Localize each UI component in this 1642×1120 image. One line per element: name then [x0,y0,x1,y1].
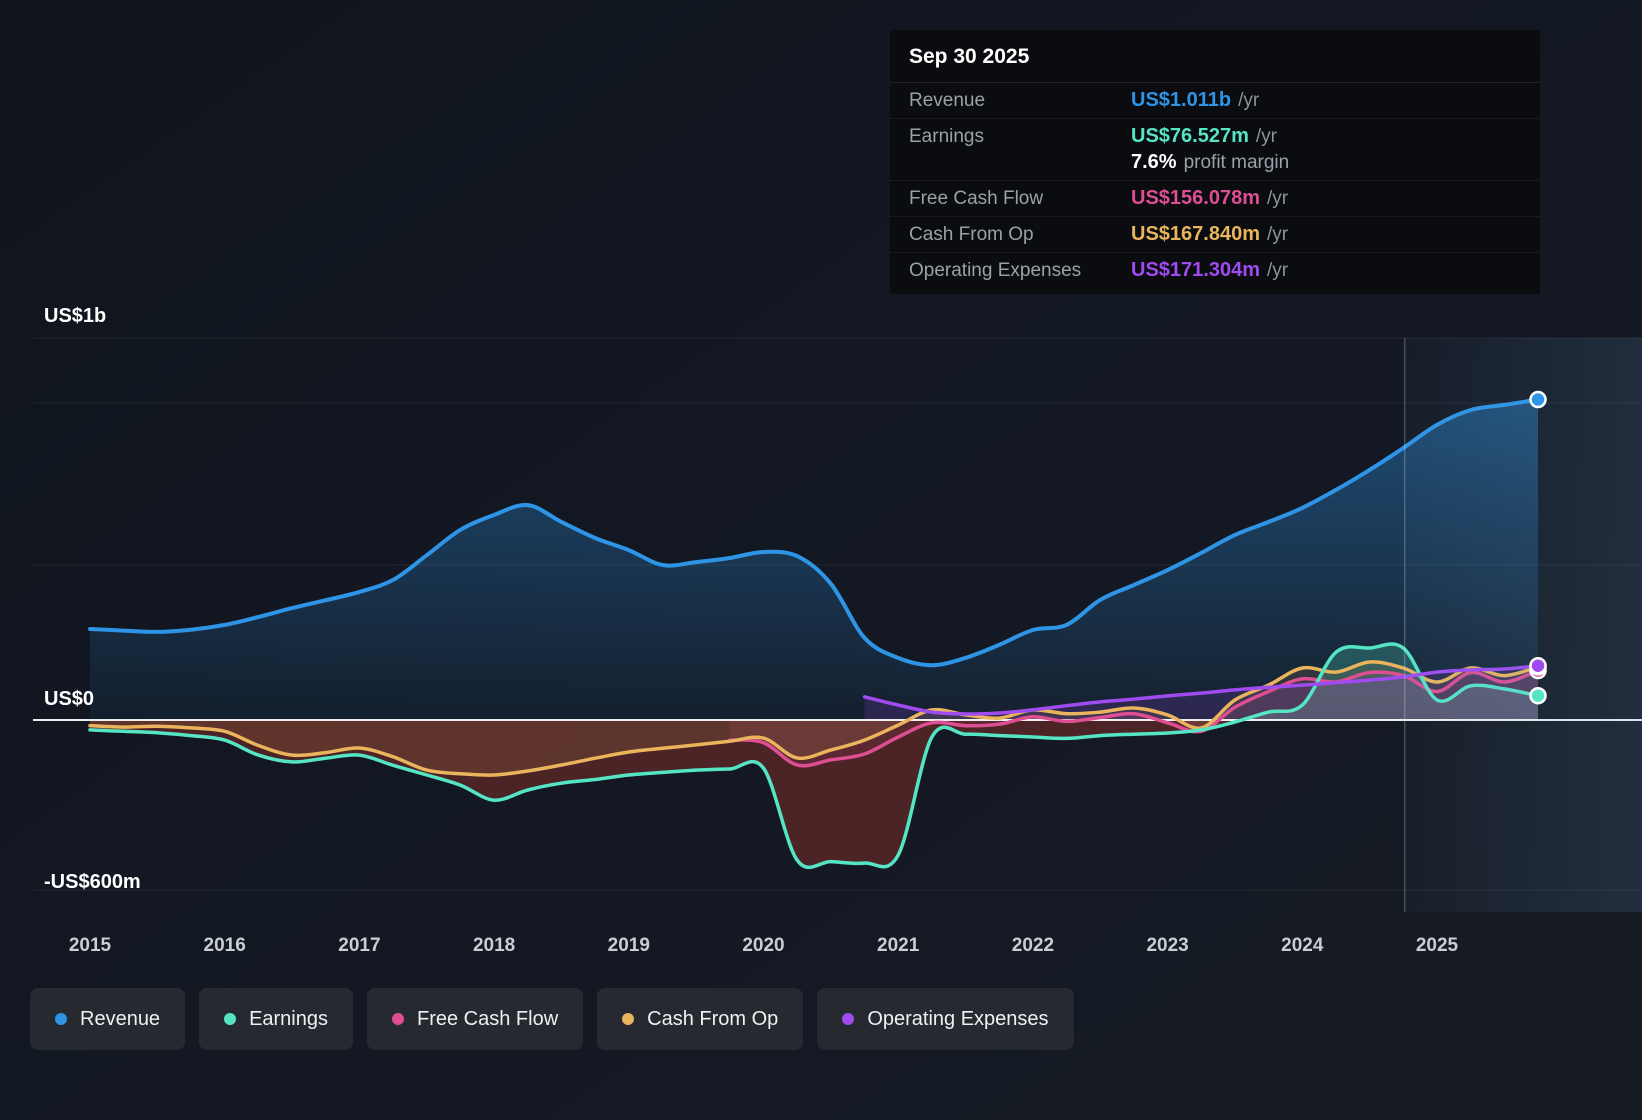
x-tick-label: 2022 [1012,935,1054,956]
tooltip-label-free-cash-flow: Free Cash Flow [909,188,1044,209]
x-tick-label: 2018 [473,935,515,956]
free-cash-flow-color-dot [392,1013,404,1025]
tooltip-label-cash-from-op: Cash From Op [909,224,1034,245]
tooltip-value-revenue: US$1.011b/yr [1131,89,1260,111]
legend: Revenue Earnings Free Cash Flow Cash Fro… [30,988,1074,1050]
x-tick-label: 2025 [1416,935,1459,956]
area-free-cash-flow [729,670,1538,766]
x-tick-label: 2016 [204,935,246,956]
highlight-band [1404,338,1642,912]
revenue-color-dot [55,1013,67,1025]
x-axis: 2015 2016 2017 2018 2019 2020 2021 2022 2023 2024… [69,935,1459,956]
tooltip-profit-margin: 7.6% profit margin [1131,151,1290,173]
y-axis-label-zero: US$0 [44,688,95,710]
tooltip-row-cash-from-op: Cash From Op US$167.840m/yr [890,217,1540,253]
tooltip-row-free-cash-flow: Free Cash Flow US$156.078m/yr [890,181,1540,217]
area-cash-from-op [90,661,1538,776]
end-marker-revenue [1529,390,1547,409]
gridlines [33,337,1642,891]
earnings-color-dot [224,1013,237,1025]
line-cash-from-op [88,660,1540,777]
cash-from-op-color-dot [622,1013,635,1025]
tooltip-panel: Sep 30 2025 Revenue US$1.011b/yr Earning… [890,30,1540,294]
legend-label-free-cash-flow: Free Cash Flow [417,1007,559,1030]
y-axis-label-1b: US$1b [44,305,107,327]
legend-label-operating-expenses: Operating Expenses [867,1007,1049,1030]
legend-item-free-cash-flow[interactable]: Free Cash Flow [367,988,584,1050]
tooltip-label-earnings: Earnings [909,126,984,147]
tooltip-label-operating-expenses: Operating Expenses [909,260,1082,281]
tooltip-value-cash-from-op: US$167.840m/yr [1131,223,1289,245]
y-axis-label-neg600m: -US$600m [44,871,141,893]
operating-expenses-color-dot [842,1013,855,1025]
area-operating-expenses [864,665,1538,720]
x-tick-label: 2023 [1146,935,1188,956]
legend-label-earnings: Earnings [249,1007,328,1030]
tooltip-row-operating-expenses: Operating Expenses US$171.304m/yr [890,253,1540,294]
legend-item-earnings[interactable]: Earnings [199,988,353,1050]
legend-item-cash-from-op[interactable]: Cash From Op [597,988,804,1050]
tooltip-value-operating-expenses: US$171.304m/yr [1131,259,1289,281]
line-revenue [88,397,1540,668]
tooltip-value-earnings: US$76.527m/yr [1131,125,1277,147]
area-earnings [90,644,1538,868]
legend-item-revenue[interactable]: Revenue [30,988,186,1050]
area-revenue [90,399,1538,720]
line-earnings [88,642,1540,870]
tooltip-date: Sep 30 2025 [890,30,1540,83]
tooltip-row-revenue: Revenue US$1.011b/yr [890,83,1540,119]
tooltip-row-earnings: Earnings US$76.527m/yr 7.6% profit margin [890,119,1540,181]
x-tick-label: 2017 [338,935,380,956]
x-tick-label: 2021 [877,935,920,956]
legend-item-operating-expenses[interactable]: Operating Expenses [817,988,1074,1050]
x-tick-label: 2015 [69,935,112,956]
end-marker-operating-expenses [1529,656,1547,675]
legend-label-cash-from-op: Cash From Op [647,1007,779,1030]
end-marker-earnings [1529,686,1547,705]
x-tick-label: 2020 [742,935,784,956]
legend-label-revenue: Revenue [80,1007,161,1030]
x-tick-label: 2024 [1281,935,1324,956]
x-tick-label: 2019 [608,935,650,956]
tooltip-value-free-cash-flow: US$156.078m/yr [1131,187,1289,209]
tooltip-label-revenue: Revenue [909,90,986,111]
